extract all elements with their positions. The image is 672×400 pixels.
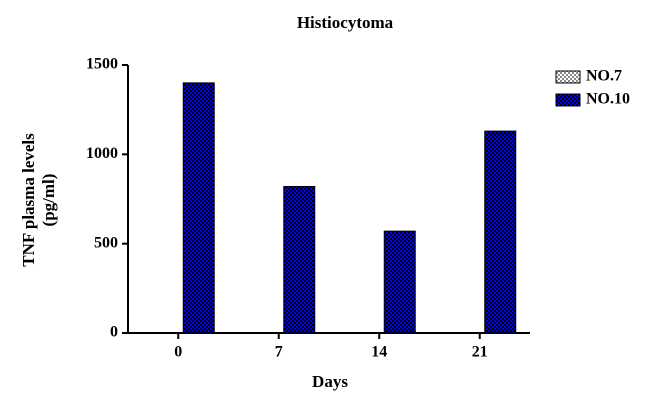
legend-swatch — [555, 70, 581, 84]
y-tick-label: 1000 — [86, 145, 118, 162]
y-axis-label: TNF plasma levels — [19, 133, 38, 267]
bar — [182, 82, 215, 334]
x-tick-label: 21 — [472, 344, 488, 361]
bar — [484, 130, 517, 334]
legend-label: NO.10 — [586, 91, 630, 108]
y-axis-label: (pg/ml) — [39, 174, 58, 227]
chart-title: Histiocytoma — [297, 13, 394, 32]
legend-label: NO.7 — [586, 68, 622, 85]
bar — [383, 230, 416, 334]
y-tick-label: 500 — [94, 234, 118, 251]
legend-swatch — [555, 93, 581, 107]
x-axis-label: Days — [312, 372, 348, 391]
bar — [283, 185, 316, 334]
y-tick-label: 1500 — [86, 56, 118, 73]
x-tick-label: 7 — [275, 344, 283, 361]
y-tick-label: 0 — [110, 324, 118, 341]
x-tick-label: 14 — [371, 344, 387, 361]
x-tick-label: 0 — [174, 344, 182, 361]
